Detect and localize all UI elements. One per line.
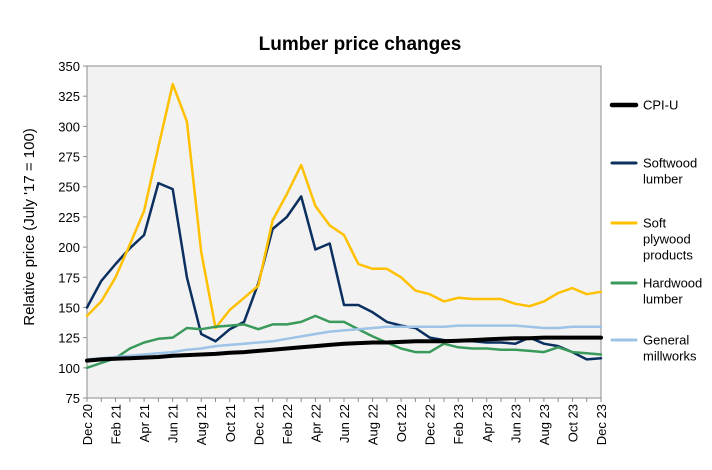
- x-tick-label: Feb 23: [451, 404, 466, 444]
- y-tick-label: 100: [58, 361, 80, 376]
- x-tick-label: Aug 21: [194, 404, 209, 445]
- y-axis-label: Relative price (July '17 = 100): [21, 128, 38, 326]
- y-tick-label: 275: [58, 150, 80, 165]
- y-tick-label: 225: [58, 210, 80, 225]
- series-line-soft-plywood-products: [85, 82, 603, 330]
- x-tick-label: Apr 21: [137, 404, 152, 442]
- series-line-softwood-lumber: [85, 181, 603, 361]
- y-tick-label: 350: [58, 59, 80, 74]
- chart-title: Lumber price changes: [259, 34, 462, 55]
- x-tick-label: Jun 23: [508, 404, 523, 443]
- y-tick-label: 125: [58, 331, 80, 346]
- x-tick-label: Aug 22: [366, 404, 381, 445]
- series-line-cpi-u: [85, 335, 603, 363]
- x-tick-label: Oct 21: [223, 404, 238, 442]
- series-line-general-millworks: [85, 324, 603, 361]
- y-tick-label: 325: [58, 89, 80, 104]
- legend-label-softwood-lumber: Softwood lumber: [643, 156, 697, 187]
- x-tick-label: Apr 23: [480, 404, 495, 442]
- y-tick-label: 250: [58, 180, 80, 195]
- series-lines: [85, 82, 603, 370]
- x-tick-label: Apr 22: [308, 404, 323, 442]
- x-tick-label: Oct 22: [394, 404, 409, 442]
- x-tick-label: Jun 21: [166, 404, 181, 443]
- legend-label-hardwood-lumber: Hardwood lumber: [643, 276, 702, 307]
- x-tick-label: Feb 21: [109, 404, 124, 444]
- series-line-hardwood-lumber: [85, 314, 603, 370]
- x-tick-label: Dec 22: [423, 404, 438, 445]
- x-tick-label: Aug 23: [537, 404, 552, 445]
- y-tick-label: 175: [58, 270, 80, 285]
- x-tick-label: Jun 22: [337, 404, 352, 443]
- x-tick-label: Oct 23: [565, 404, 580, 442]
- x-tick-label: Feb 22: [280, 404, 295, 444]
- y-axis: 75 100 125 150 175 200 225 250 275 300 325 350: [58, 59, 87, 406]
- x-tick-label: Dec 23: [594, 404, 609, 445]
- legend-label-general-millworks: General millworks: [643, 333, 697, 364]
- legend: CPI-U Softwood lumber Soft plywood products Ha…: [609, 98, 702, 364]
- y-tick-label: 300: [58, 119, 80, 134]
- x-tick-label: Dec 21: [251, 404, 266, 445]
- legend-label-cpi-u: CPI-U: [643, 98, 678, 113]
- x-tick-label: Dec 20: [80, 404, 95, 445]
- y-tick-label: 150: [58, 300, 80, 315]
- plot-area: [86, 65, 602, 399]
- y-tick-label: 75: [66, 391, 80, 406]
- y-tick-label: 200: [58, 240, 80, 255]
- x-axis: Dec 20 Feb 21 Apr 21 Jun 21 Aug 21 Oct 21 Dec …: [80, 398, 609, 445]
- legend-label-soft-plywood-products: Soft plywood products: [643, 216, 693, 263]
